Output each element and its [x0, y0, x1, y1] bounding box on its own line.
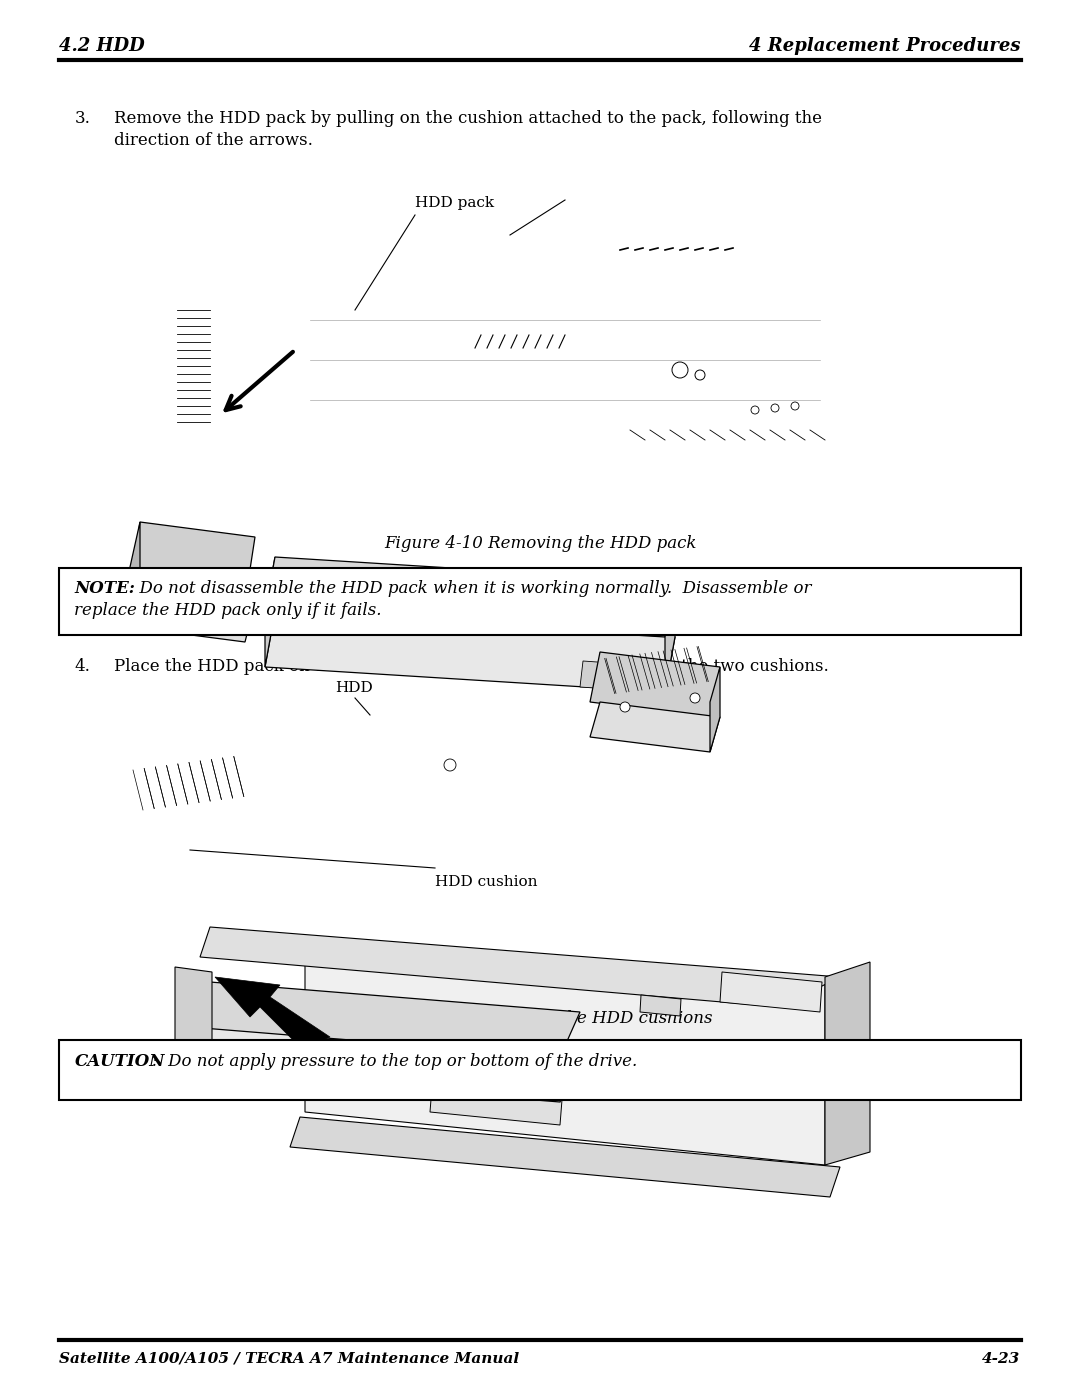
- Polygon shape: [190, 1027, 580, 1102]
- FancyBboxPatch shape: [59, 569, 1021, 636]
- Polygon shape: [590, 652, 720, 717]
- Text: CAUTION: CAUTION: [75, 1053, 165, 1070]
- Text: replace the HDD pack only if it fails.: replace the HDD pack only if it fails.: [75, 602, 382, 619]
- Text: HDD cushion: HDD cushion: [435, 875, 538, 888]
- Text: 4-23: 4-23: [983, 1352, 1021, 1366]
- Polygon shape: [430, 1049, 565, 1125]
- Polygon shape: [825, 963, 870, 1165]
- FancyBboxPatch shape: [59, 1039, 1021, 1099]
- Polygon shape: [175, 967, 212, 1097]
- Text: 4.2 HDD: 4.2 HDD: [59, 36, 145, 54]
- Text: Place the HDD pack on a flat surface (such as a desk), and remove the two cushio: Place the HDD pack on a flat surface (su…: [114, 658, 829, 675]
- Circle shape: [771, 404, 779, 412]
- Polygon shape: [130, 587, 255, 643]
- Polygon shape: [130, 522, 255, 602]
- Circle shape: [690, 693, 700, 703]
- Text: Do not disassemble the HDD pack when it is working normally.  Disassemble or: Do not disassemble the HDD pack when it …: [130, 580, 812, 597]
- Polygon shape: [265, 557, 275, 666]
- Circle shape: [696, 370, 705, 380]
- Polygon shape: [190, 982, 210, 1071]
- Polygon shape: [720, 972, 822, 1011]
- Text: 4 Replacement Procedures: 4 Replacement Procedures: [750, 36, 1021, 54]
- Polygon shape: [130, 522, 140, 627]
- Text: 4.: 4.: [75, 658, 91, 675]
- Text: Figure 4-11 Removing the HDD cushions: Figure 4-11 Removing the HDD cushions: [367, 1010, 713, 1027]
- Text: HDD: HDD: [335, 680, 373, 694]
- Text: NOTE:: NOTE:: [75, 580, 135, 597]
- Polygon shape: [305, 951, 825, 1165]
- Text: 3.: 3.: [75, 110, 91, 127]
- Polygon shape: [265, 557, 675, 637]
- Polygon shape: [580, 661, 669, 693]
- Circle shape: [751, 407, 759, 414]
- Polygon shape: [640, 995, 681, 1016]
- Polygon shape: [291, 1118, 840, 1197]
- Circle shape: [672, 362, 688, 379]
- Polygon shape: [265, 612, 675, 692]
- Polygon shape: [665, 583, 675, 692]
- Polygon shape: [710, 666, 720, 752]
- Text: Figure 4-10 Removing the HDD pack: Figure 4-10 Removing the HDD pack: [383, 535, 697, 552]
- Circle shape: [444, 759, 456, 771]
- Polygon shape: [200, 928, 840, 1007]
- Text: :  Do not apply pressure to the top or bottom of the drive.: : Do not apply pressure to the top or bo…: [152, 1053, 637, 1070]
- Polygon shape: [370, 1035, 442, 1074]
- Text: HDD pack: HDD pack: [415, 196, 495, 210]
- Circle shape: [620, 703, 630, 712]
- Polygon shape: [590, 703, 720, 752]
- Text: Remove the HDD pack by pulling on the cushion attached to the pack, following th: Remove the HDD pack by pulling on the cu…: [114, 110, 822, 127]
- Polygon shape: [215, 977, 330, 1052]
- Polygon shape: [190, 982, 580, 1058]
- Circle shape: [791, 402, 799, 409]
- Text: Satellite A100/A105 / TECRA A7 Maintenance Manual: Satellite A100/A105 / TECRA A7 Maintenan…: [59, 1352, 519, 1366]
- Text: direction of the arrows.: direction of the arrows.: [114, 131, 313, 149]
